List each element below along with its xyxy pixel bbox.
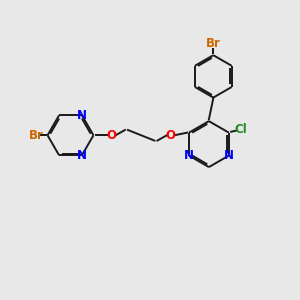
Text: N: N bbox=[77, 149, 87, 162]
Text: O: O bbox=[107, 129, 117, 142]
Text: N: N bbox=[77, 109, 87, 122]
Text: N: N bbox=[184, 149, 194, 162]
Text: Br: Br bbox=[206, 38, 221, 50]
Text: O: O bbox=[166, 129, 176, 142]
Text: Cl: Cl bbox=[235, 123, 247, 136]
Text: Br: Br bbox=[29, 129, 44, 142]
Text: N: N bbox=[224, 149, 234, 162]
